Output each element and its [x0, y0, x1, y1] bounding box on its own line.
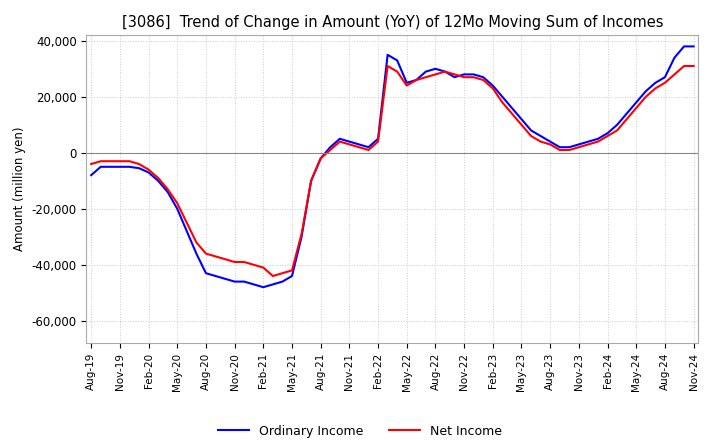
Ordinary Income: [680, 44, 688, 49]
Net Income: [441, 69, 449, 74]
Ordinary Income: [345, 139, 354, 144]
Net Income: [689, 63, 698, 69]
Ordinary Income: [488, 83, 497, 88]
Net Income: [87, 161, 96, 167]
Net Income: [402, 83, 411, 88]
Ordinary Income: [393, 58, 402, 63]
Net Income: [163, 187, 172, 192]
Net Income: [269, 273, 277, 279]
Ordinary Income: [163, 189, 172, 194]
Title: [3086]  Trend of Change in Amount (YoY) of 12Mo Moving Sum of Incomes: [3086] Trend of Change in Amount (YoY) o…: [122, 15, 663, 30]
Net Income: [383, 63, 392, 69]
Y-axis label: Amount (million yen): Amount (million yen): [13, 127, 26, 251]
Ordinary Income: [689, 44, 698, 49]
Net Income: [345, 142, 354, 147]
Legend: Ordinary Income, Net Income: Ordinary Income, Net Income: [213, 420, 507, 440]
Ordinary Income: [479, 74, 487, 80]
Net Income: [498, 100, 507, 105]
Net Income: [488, 86, 497, 91]
Line: Ordinary Income: Ordinary Income: [91, 46, 693, 287]
Line: Net Income: Net Income: [91, 66, 693, 276]
Ordinary Income: [259, 285, 268, 290]
Ordinary Income: [87, 172, 96, 178]
Ordinary Income: [431, 66, 440, 71]
